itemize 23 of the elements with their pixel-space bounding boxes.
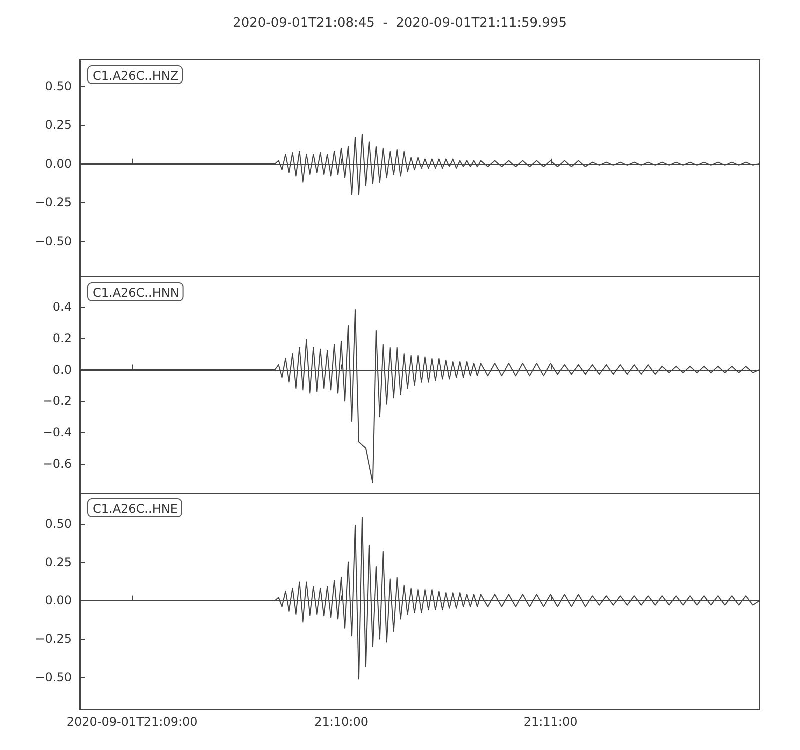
x-tick-label: 21:11:00 bbox=[524, 715, 578, 730]
y-tick-label: −0.25 bbox=[35, 196, 72, 210]
y-tick-label: 0.2 bbox=[52, 330, 72, 345]
y-tick-label: 0.50 bbox=[45, 79, 72, 94]
y-tick-label: 0.25 bbox=[45, 118, 72, 132]
x-tick-label: 21:10:00 bbox=[314, 715, 368, 730]
y-tick-label: −0.25 bbox=[35, 632, 72, 647]
y-tick-label: 0.00 bbox=[45, 594, 72, 608]
text: C1.A26C..HNN bbox=[93, 286, 180, 300]
y-tick-label: 0.50 bbox=[45, 517, 72, 532]
y-tick-label: 0.4 bbox=[52, 300, 72, 314]
y-tick-label: 0.0 bbox=[52, 362, 72, 376]
y-tick-label: −0.2 bbox=[42, 394, 72, 408]
y-tick-label: −0.50 bbox=[35, 671, 72, 686]
x-tick-label: 2020-09-01T21:09:00 bbox=[66, 715, 198, 730]
y-tick-label: 0.00 bbox=[45, 156, 72, 171]
y-tick-label: 0.25 bbox=[45, 556, 72, 570]
chart-title: 2020-09-01T21:08:45 - 2020-09-01T21:11:59.995 bbox=[233, 16, 567, 31]
y-tick-label: −0.50 bbox=[35, 234, 72, 248]
y-tick-label: −0.4 bbox=[42, 425, 72, 440]
y-tick-label: −0.6 bbox=[42, 456, 72, 471]
text: C1.A26C..HNE bbox=[93, 502, 178, 516]
text: C1.A26C..HNZ bbox=[93, 69, 179, 83]
